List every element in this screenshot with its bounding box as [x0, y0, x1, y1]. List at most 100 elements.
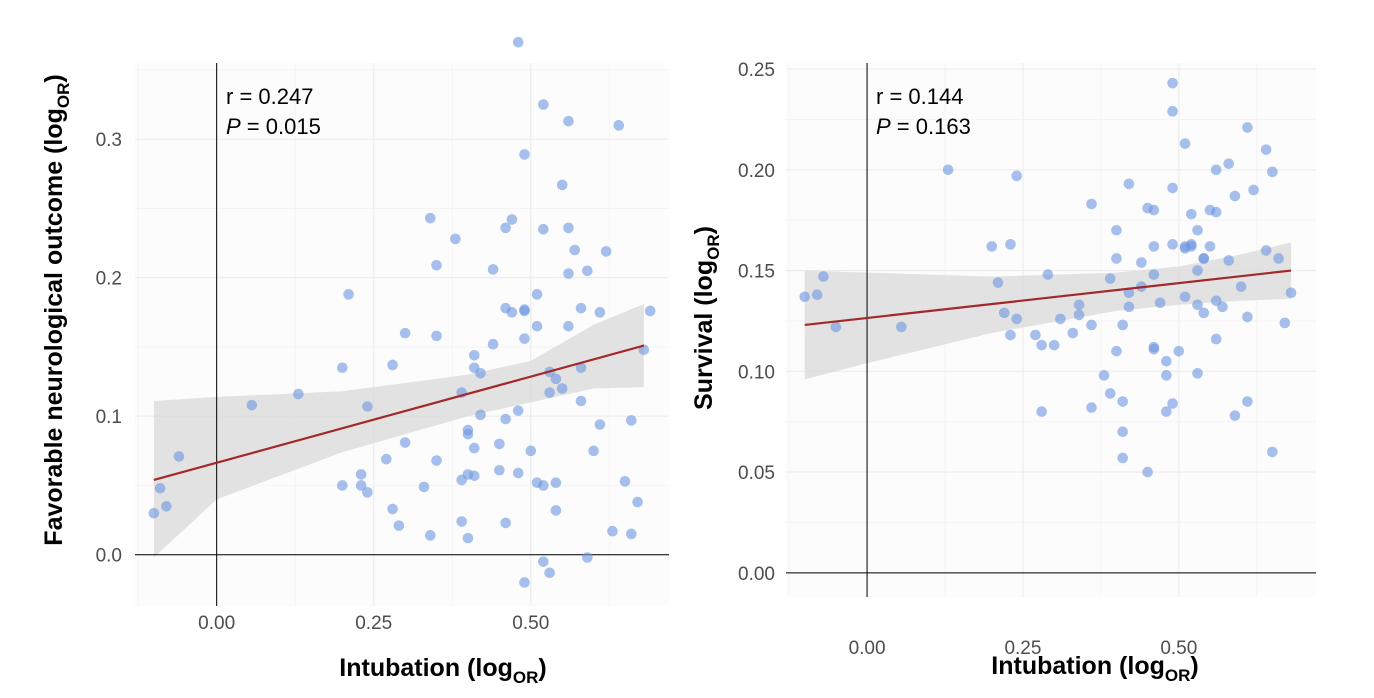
- data-point: [154, 482, 166, 494]
- data-point: [1117, 452, 1129, 464]
- data-point: [468, 349, 480, 361]
- panel-survival: 0.00 0.25 0.50 0.00 0.05 0.10 0.15 0.20 0.25 r = …: [690, 60, 1316, 685]
- data-point: [1123, 178, 1135, 190]
- data-point: [1267, 446, 1278, 458]
- y-axis-title-sub: OR: [54, 83, 73, 109]
- data-point: [563, 320, 574, 332]
- data-point: [594, 419, 606, 430]
- data-point: [1161, 355, 1172, 367]
- y-axis-title-sub: OR: [704, 234, 723, 260]
- data-point: [1011, 170, 1023, 182]
- data-point: [1185, 241, 1197, 252]
- data-point: [896, 321, 907, 333]
- data-point: [1223, 158, 1235, 170]
- data-point: [998, 307, 1010, 319]
- data-point: [1005, 239, 1016, 250]
- p-value: = 0.163: [891, 114, 971, 139]
- data-point: [594, 307, 606, 318]
- y-tick-label: 0.05: [738, 463, 775, 484]
- data-point: [1260, 245, 1272, 256]
- y-axis-title: Favorable neurological outcome (logOR): [40, 74, 73, 545]
- data-point: [355, 469, 367, 480]
- data-point: [1161, 370, 1172, 381]
- data-point: [575, 395, 587, 407]
- data-point: [355, 480, 367, 491]
- data-point: [538, 556, 549, 567]
- x-tick-label: 0.00: [198, 613, 235, 634]
- data-point: [399, 327, 411, 339]
- data-point: [1192, 265, 1203, 276]
- data-point: [531, 289, 543, 300]
- data-point: [399, 437, 411, 448]
- data-point: [393, 520, 405, 531]
- data-point: [942, 164, 954, 176]
- data-point: [1111, 253, 1122, 264]
- data-point: [556, 383, 568, 394]
- data-point: [1086, 319, 1097, 331]
- data-point: [811, 289, 823, 301]
- correlation-annotation: r = 0.247: [226, 84, 313, 109]
- data-point: [475, 409, 486, 421]
- data-point: [986, 241, 998, 252]
- confidence-band: [153, 304, 644, 558]
- data-point: [1198, 307, 1210, 319]
- data-point: [1167, 239, 1178, 250]
- data-point: [613, 120, 625, 131]
- data-point: [544, 387, 555, 398]
- data-point: [1179, 291, 1191, 303]
- x-tick-label: 0.50: [512, 613, 549, 634]
- data-point: [1242, 396, 1253, 407]
- data-point: [337, 480, 348, 491]
- data-point: [337, 362, 348, 374]
- data-point: [1104, 388, 1116, 399]
- data-point: [1067, 327, 1079, 339]
- data-point: [1285, 287, 1297, 299]
- data-point: [531, 320, 543, 332]
- data-point: [1161, 406, 1172, 417]
- panel-favorable-outcome: 0.00 0.25 0.50 0.0 0.1 0.2 0.3 r = 0.247 P = 0.0…: [40, 36, 669, 687]
- data-point: [1148, 204, 1160, 216]
- data-point: [424, 530, 436, 541]
- data-point: [506, 307, 518, 318]
- data-point: [600, 246, 612, 257]
- data-point: [563, 268, 574, 279]
- data-point: [1260, 144, 1272, 155]
- data-point: [607, 525, 618, 537]
- data-point: [1229, 190, 1241, 202]
- data-point: [1098, 370, 1110, 381]
- data-point: [1229, 410, 1241, 421]
- data-point: [431, 455, 442, 466]
- data-point: [1167, 77, 1178, 89]
- data-point: [569, 244, 581, 256]
- data-point: [626, 415, 637, 426]
- y-axis-title: Survival (logOR): [690, 226, 723, 410]
- data-point: [1086, 198, 1097, 210]
- data-point: [1142, 466, 1153, 478]
- data-point: [1148, 269, 1160, 280]
- data-point: [544, 567, 555, 579]
- data-point: [462, 428, 474, 440]
- x-axis-title-main: Intubation (log: [991, 652, 1165, 680]
- data-point: [992, 277, 1004, 288]
- data-point: [475, 367, 486, 379]
- data-point: [343, 289, 354, 300]
- confidence-band: [804, 242, 1292, 380]
- data-point: [550, 477, 562, 489]
- data-point: [418, 481, 430, 493]
- data-point: [550, 505, 562, 516]
- data-point: [1167, 182, 1178, 194]
- data-point: [818, 271, 829, 282]
- data-point: [644, 305, 656, 317]
- y-tick-label: 0.10: [738, 362, 775, 383]
- data-point: [1111, 345, 1122, 357]
- data-point: [468, 442, 480, 454]
- x-axis-title-close: ): [538, 654, 546, 682]
- p-value: = 0.015: [241, 114, 321, 139]
- data-point: [462, 532, 474, 544]
- x-axis-title: Intubation (logOR): [339, 654, 546, 687]
- data-point: [582, 265, 593, 277]
- data-point: [519, 333, 530, 344]
- data-point: [563, 115, 574, 127]
- y-tick-label: 0.00: [738, 564, 775, 585]
